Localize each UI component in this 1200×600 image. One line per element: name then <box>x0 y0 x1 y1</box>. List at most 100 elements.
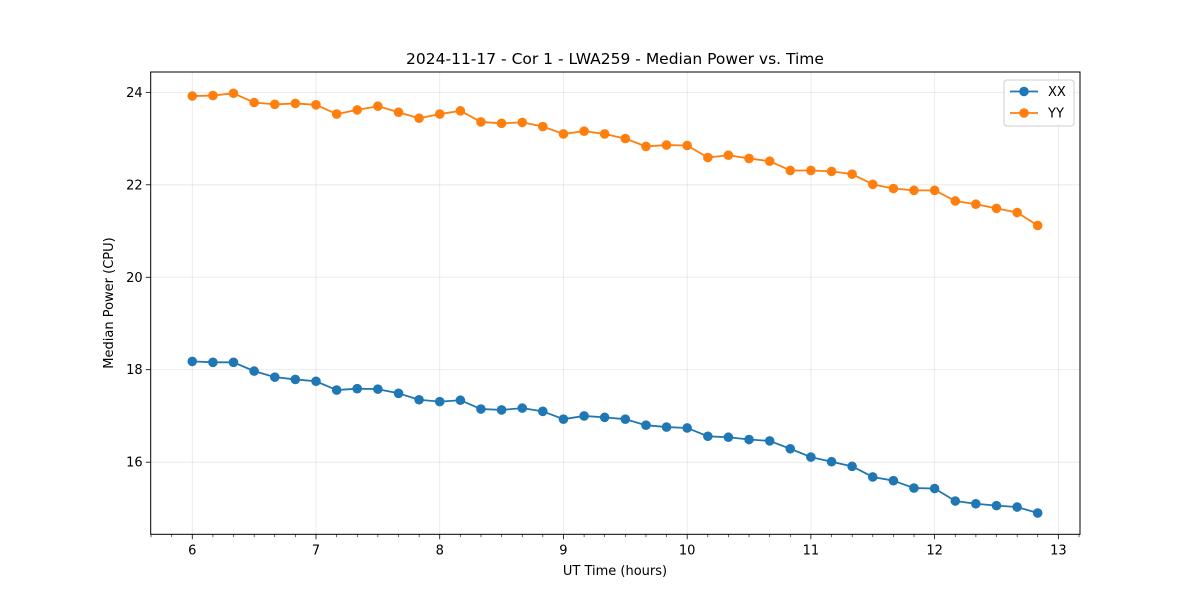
legend-label: XX <box>1048 85 1066 100</box>
data-point-xx <box>434 396 445 407</box>
data-point-xx <box>208 357 218 368</box>
y-tick-label: 20 <box>126 271 143 286</box>
data-point-yy <box>579 126 589 136</box>
x-tick-label: 8 <box>436 543 444 558</box>
data-point-yy <box>517 117 528 128</box>
data-point-yy <box>888 183 899 194</box>
x-tick-label: 10 <box>679 543 696 558</box>
legend-item-xx: XX <box>1010 85 1066 100</box>
data-point-yy <box>331 109 342 119</box>
data-point-yy <box>867 179 878 190</box>
data-point-yy <box>785 165 796 176</box>
x-tick-label: 11 <box>803 543 820 558</box>
data-point-yy <box>208 90 218 101</box>
data-point-xx <box>476 404 486 414</box>
data-point-yy <box>228 88 239 99</box>
x-tick-label: 13 <box>1050 543 1067 558</box>
data-point-yy <box>723 150 734 161</box>
data-point-xx <box>971 498 981 509</box>
data-point-yy <box>641 141 651 152</box>
data-point-xx <box>517 403 528 413</box>
data-point-yy <box>909 185 919 196</box>
data-point-yy <box>476 117 486 127</box>
data-point-xx <box>661 422 672 432</box>
ticks: 6 7 8 9 10 11 12 13 16 18 20 22 24 <box>126 86 1080 558</box>
data-point-xx <box>249 366 259 376</box>
data-point-xx <box>888 475 899 486</box>
x-tick-label: 6 <box>188 543 196 558</box>
grid <box>150 72 1080 535</box>
y-tick-label: 18 <box>126 363 143 378</box>
data-point-xx <box>620 414 631 424</box>
data-point-yy <box>929 185 940 196</box>
data-point-yy <box>393 107 404 118</box>
x-tick-label: 7 <box>312 543 320 558</box>
data-point-xx <box>496 405 507 415</box>
data-point-xx <box>331 385 342 395</box>
data-point-xx <box>867 472 878 482</box>
series-yy <box>187 88 1043 231</box>
data-point-yy <box>806 165 816 176</box>
data-point-xx <box>785 443 796 454</box>
x-tick-label: 12 <box>926 543 943 558</box>
data-point-xx <box>187 356 198 367</box>
data-point-xx <box>352 383 362 394</box>
data-point-yy <box>950 196 961 206</box>
data-point-xx <box>991 500 1002 511</box>
data-point-yy <box>826 166 837 177</box>
data-point-xx <box>682 423 692 433</box>
data-point-yy <box>537 121 548 132</box>
data-point-xx <box>455 395 466 406</box>
data-point-xx <box>311 376 321 387</box>
chart-title: 2024-11-17 - Cor 1 - LWA259 - Median Pow… <box>406 50 824 68</box>
data-point-yy <box>744 153 754 164</box>
data-point-xx <box>909 483 919 493</box>
data-point-xx <box>290 374 301 385</box>
axes-frame <box>150 71 1081 535</box>
data-point-yy <box>414 113 424 124</box>
data-point-xx <box>373 384 383 394</box>
series-layer <box>187 88 1043 518</box>
y-tick-label: 16 <box>126 456 143 471</box>
data-point-yy <box>682 140 692 151</box>
data-point-xx <box>806 452 816 462</box>
data-point-yy <box>496 118 507 129</box>
y-tick-label: 24 <box>126 86 143 101</box>
data-point-yy <box>971 199 981 210</box>
data-point-xx <box>579 411 589 421</box>
data-point-yy <box>1032 220 1043 231</box>
legend-marker <box>1019 86 1029 97</box>
legend-label: YY <box>1047 107 1064 122</box>
data-point-yy <box>455 106 466 116</box>
x-tick-label: 9 <box>559 543 567 558</box>
data-point-yy <box>311 100 321 110</box>
data-point-xx <box>599 412 610 423</box>
data-point-xx <box>228 357 239 368</box>
x-axis-label: UT Time (hours) <box>563 564 667 579</box>
data-point-yy <box>599 129 610 139</box>
data-point-yy <box>764 156 775 167</box>
data-point-xx <box>847 461 857 472</box>
series-xx <box>187 356 1043 518</box>
data-point-xx <box>393 388 404 399</box>
data-point-yy <box>187 91 198 101</box>
data-point-xx <box>1012 502 1022 512</box>
data-point-xx <box>929 483 940 494</box>
y-tick-label: 22 <box>126 178 143 193</box>
data-point-xx <box>414 394 424 405</box>
data-point-yy <box>620 133 631 144</box>
legend: XX YY <box>1003 79 1075 127</box>
data-point-yy <box>249 97 259 108</box>
legend-marker <box>1019 108 1029 118</box>
data-point-yy <box>434 109 445 119</box>
data-point-xx <box>950 496 961 506</box>
data-point-xx <box>269 372 280 382</box>
legend-item-yy: YY <box>1010 107 1064 122</box>
data-point-xx <box>558 414 569 424</box>
data-point-yy <box>352 105 362 115</box>
data-point-yy <box>847 169 857 179</box>
data-point-yy <box>269 99 280 110</box>
